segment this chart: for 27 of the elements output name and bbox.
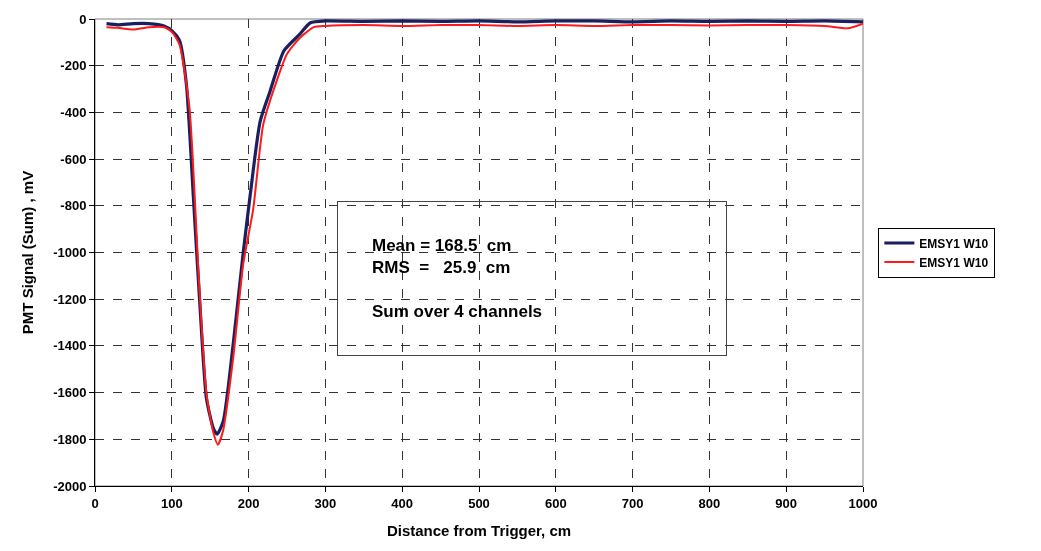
y-tick-label: -1400 <box>53 338 87 354</box>
x-tick-label: 500 <box>468 495 490 511</box>
legend-label: EMSY1 W10 <box>919 255 989 270</box>
y-tick-label: -1800 <box>53 431 87 447</box>
x-tick-label: 300 <box>314 495 337 511</box>
y-tick-label: -200 <box>60 58 87 74</box>
x-tick-label: 600 <box>544 495 567 511</box>
x-tick-label: 1000 <box>848 495 878 511</box>
y-tick-label: 0 <box>79 11 87 27</box>
y-tick-label: -400 <box>60 104 87 120</box>
x-tick-label: 400 <box>391 495 414 511</box>
y-tick-label: -1200 <box>53 291 87 307</box>
x-tick-label: 900 <box>775 495 798 511</box>
legend-label: EMSY1 W10 <box>919 236 989 251</box>
text: Mean = 168.5 cm RMS = 25.9 cm Sum over 4 channels <box>372 236 543 322</box>
y-tick-label: -800 <box>60 198 87 214</box>
x-axis-title: Distance from Trigger, cm <box>386 521 572 539</box>
y-tick-label: -600 <box>60 151 87 167</box>
y-tick-label: -1600 <box>53 385 87 401</box>
y-tick-label: -2000 <box>53 478 87 494</box>
x-tick-label: 0 <box>91 495 99 511</box>
x-tick-label: 700 <box>621 495 644 511</box>
x-tick-label: 800 <box>698 495 721 511</box>
y-axis-title: PMT Signal (Sum) , mV <box>19 170 37 335</box>
y-tick-label: -1000 <box>53 245 87 261</box>
x-tick-label: 100 <box>160 495 183 511</box>
x-tick-label: 200 <box>237 495 260 511</box>
